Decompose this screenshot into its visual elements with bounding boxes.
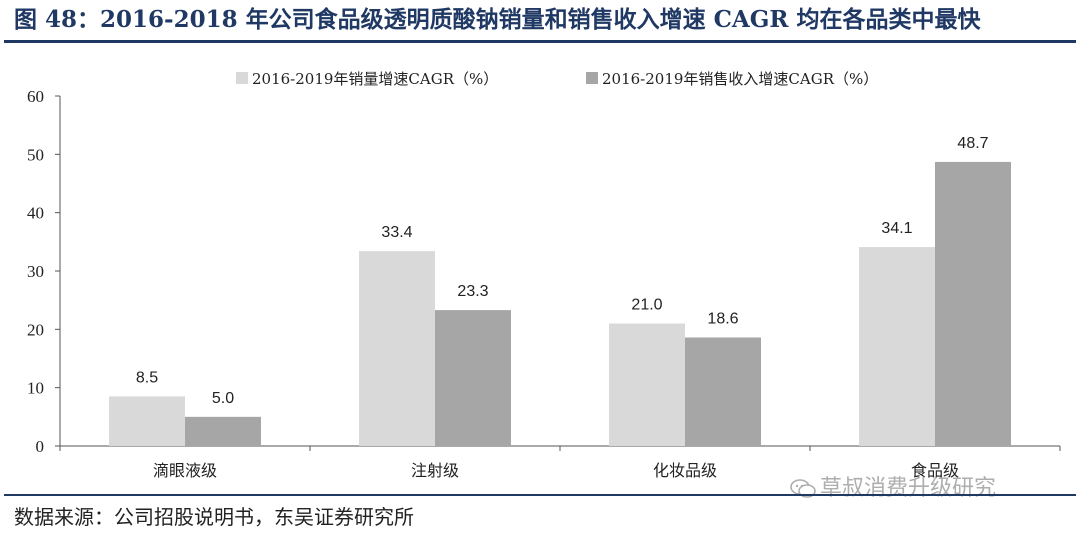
watermark: 草叔消费升级研究 — [790, 476, 996, 502]
bar-series-1 — [609, 323, 685, 446]
bar-chart: 2016-2019年销量增速CAGR（%） 2016-2019年销售收入增速CA… — [27, 70, 1061, 480]
data-label-series-2: 23.3 — [457, 283, 488, 300]
chart-bars — [109, 161, 1011, 446]
bar-series-2 — [935, 161, 1011, 446]
y-tick-label: 30 — [27, 262, 44, 281]
data-label-series-2: 48.7 — [957, 135, 988, 152]
data-label-series-1: 8.5 — [136, 369, 158, 386]
data-label-series-2: 18.6 — [707, 311, 738, 328]
wechat-icon — [790, 479, 816, 499]
y-tick-label: 40 — [27, 204, 44, 223]
legend-label-series-2: 2016-2019年销售收入增速CAGR（%） — [602, 70, 878, 88]
y-tick-label: 50 — [27, 145, 44, 164]
legend-swatch-series-2 — [586, 72, 598, 84]
x-tick-label: 化妆品级 — [653, 461, 717, 480]
watermark-text: 草叔消费升级研究 — [820, 476, 997, 501]
data-label-series-2: 5.0 — [212, 390, 234, 407]
data-label-series-1: 34.1 — [881, 220, 912, 237]
chart-value-labels: 8.5 5.0 33.4 23.3 21.0 18.6 34.1 48.7 — [136, 135, 989, 407]
x-tick-label: 注射级 — [411, 461, 459, 480]
figure-title: 图 48：2016-2018 年公司食品级透明质酸钠销量和销售收入增速 CAGR… — [14, 6, 981, 33]
y-tick-label: 60 — [27, 87, 44, 106]
y-tick-label: 20 — [27, 320, 44, 339]
bar-series-2 — [685, 337, 761, 446]
x-tick-label: 食品级 — [911, 461, 959, 480]
chart-legend: 2016-2019年销量增速CAGR（%） 2016-2019年销售收入增速CA… — [236, 70, 878, 88]
source-note: 数据来源：公司招股说明书，东吴证券研究所 — [14, 505, 414, 529]
y-tick-label: 10 — [27, 379, 44, 398]
bar-series-1 — [859, 247, 935, 446]
chart-axes: 0 10 20 30 40 50 60 滴眼液级 注射级 化妆品级 食品级 — [27, 87, 1061, 480]
x-tick-label: 滴眼液级 — [153, 461, 217, 480]
legend-label-series-1: 2016-2019年销量增速CAGR（%） — [252, 70, 498, 88]
bar-series-2 — [185, 416, 261, 446]
data-label-series-1: 21.0 — [631, 297, 662, 314]
bar-series-2 — [435, 310, 511, 446]
data-label-series-1: 33.4 — [381, 224, 412, 241]
y-tick-label: 0 — [36, 437, 45, 456]
top-rule — [4, 40, 1076, 43]
legend-swatch-series-1 — [236, 72, 248, 84]
bar-series-1 — [359, 251, 435, 446]
bottom-rule — [4, 494, 1076, 496]
bar-series-1 — [109, 396, 185, 446]
